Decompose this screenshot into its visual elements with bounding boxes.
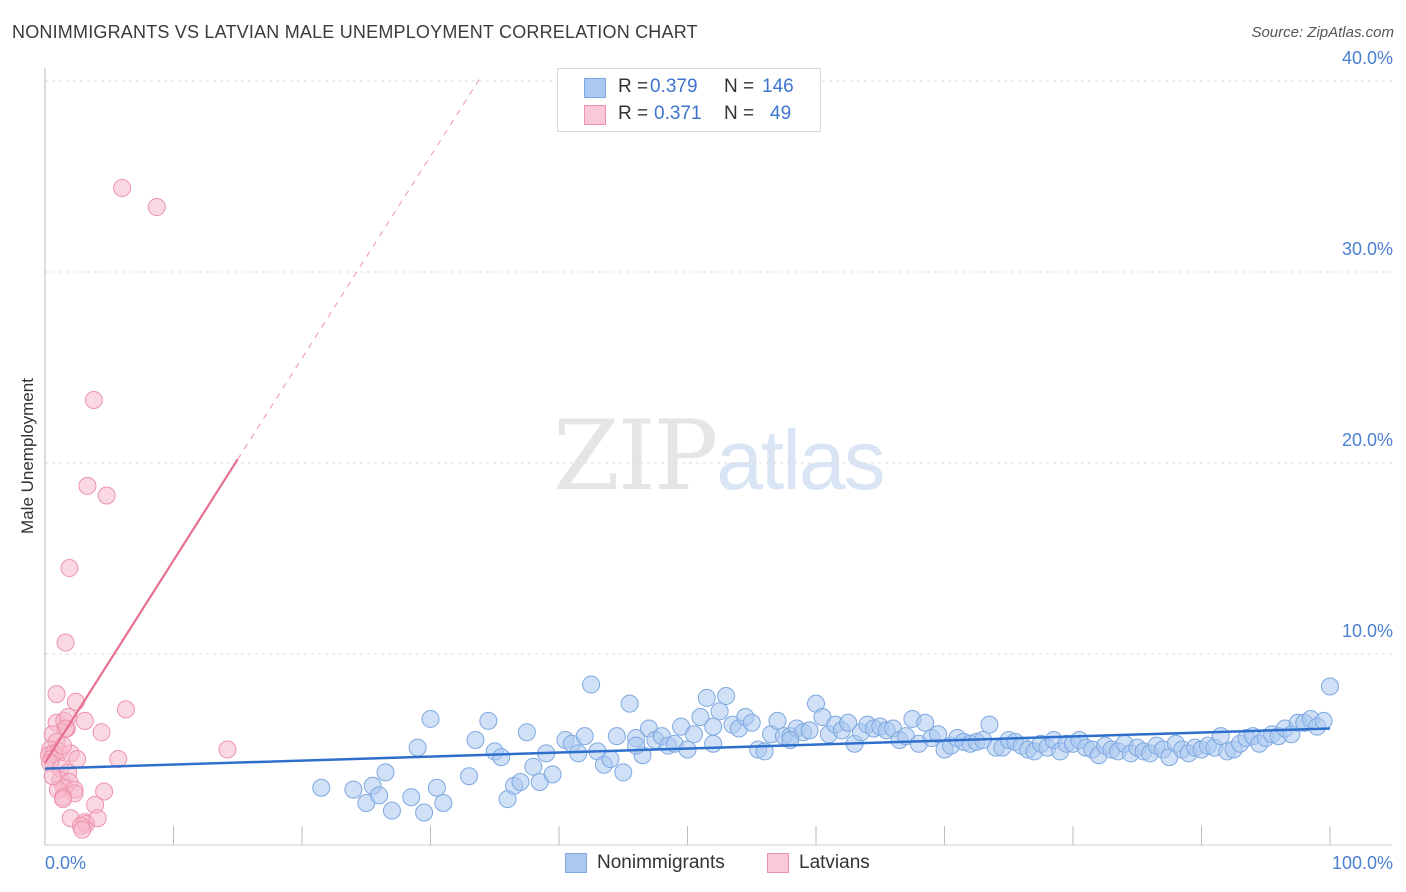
nonimmigrants-point: [421, 709, 440, 728]
nonimmigrants-point: [466, 730, 485, 749]
y-tick-label: 40.0%: [1342, 48, 1393, 68]
nonimmigrants-point: [839, 713, 858, 732]
nonimmigrants-point: [434, 793, 453, 812]
nonimmigrants-point: [704, 734, 723, 753]
latvians-point: [47, 685, 66, 704]
latvians-point: [92, 723, 111, 742]
latvians-point: [88, 809, 107, 828]
legend-n-value: 49: [770, 103, 792, 124]
nonimmigrants-point: [704, 717, 723, 736]
latvians-point: [147, 198, 166, 217]
latvians-point: [113, 178, 132, 197]
latvians-points: [39, 178, 237, 839]
latvians-trend-line: [44, 458, 239, 764]
latvians-point: [75, 711, 94, 730]
y-tick-label: 10.0%: [1342, 621, 1393, 641]
nonimmigrants-point: [492, 748, 511, 767]
legend-r-value: 0.371: [654, 103, 702, 124]
nonimmigrants-point: [800, 721, 819, 740]
legend-r-label: R =: [618, 76, 649, 97]
nonimmigrants-point: [408, 738, 427, 757]
nonimmigrants-point: [543, 765, 562, 784]
latvians-point: [218, 740, 237, 759]
nonimmigrants-point: [312, 778, 331, 797]
latvians-point: [53, 790, 72, 809]
nonimmigrants-point: [614, 763, 633, 782]
bottom-legend-latvians: Latvians: [767, 852, 870, 874]
nonimmigrants-point: [511, 772, 530, 791]
nonimmigrants-point: [479, 711, 498, 730]
grid-layer: [45, 80, 1392, 655]
bottom-legend-swatch-pink: [767, 853, 789, 873]
latvians-point: [84, 390, 103, 409]
nonimmigrants-point: [427, 778, 446, 797]
nonimmigrants-point: [601, 750, 620, 769]
legend-n-label: N =: [724, 76, 755, 97]
y-tick-label: 30.0%: [1342, 239, 1393, 259]
trend-lines: [44, 75, 1331, 770]
nonimmigrants-point: [524, 757, 543, 776]
nonimmigrants-point: [1314, 711, 1333, 730]
nonimmigrants-point: [415, 803, 434, 822]
legend-r-label: R =: [618, 103, 649, 124]
nonimmigrants-trend-line: [44, 727, 1331, 770]
legend-n-value: 146: [762, 76, 794, 97]
legend-n-label: N =: [724, 103, 755, 124]
nonimmigrants-point: [627, 736, 646, 755]
watermark-zip: ZIP: [553, 400, 718, 512]
correlation-legend: R = 0.379 N = 146 R = 0.371 N = 49: [557, 68, 821, 132]
tick-labels: 10.0% 20.0% 30.0% 40.0% 0.0% 100.0%: [45, 48, 1393, 873]
nonimmigrants-point: [582, 675, 601, 694]
y-tick-label: 20.0%: [1342, 430, 1393, 450]
latvians-trend-extension: [237, 75, 483, 460]
watermark-atlas: atlas: [716, 413, 885, 507]
nonimmigrants-point: [980, 715, 999, 734]
nonimmigrants-point: [929, 725, 948, 744]
watermark: ZIPatlas: [553, 400, 886, 512]
nonimmigrants-point: [344, 780, 363, 799]
nonimmigrants-point: [376, 763, 395, 782]
latvians-point: [73, 820, 92, 839]
nonimmigrants-point: [382, 801, 401, 820]
nonimmigrants-point: [742, 713, 761, 732]
bottom-legend-label-latvians: Latvians: [799, 852, 870, 873]
axis-layer: [44, 68, 1392, 846]
nonimmigrants-point: [916, 713, 935, 732]
nonimmigrants-point: [717, 687, 736, 706]
latvians-point: [43, 767, 62, 786]
source-label: Source: ZipAtlas.com: [1251, 24, 1394, 41]
legend-swatch-pink: [584, 105, 606, 125]
latvians-point: [78, 476, 97, 495]
nonimmigrants-point: [517, 723, 536, 742]
nonimmigrants-point: [575, 727, 594, 746]
bottom-legend-swatch-blue: [565, 853, 587, 873]
nonimmigrants-point: [460, 767, 479, 786]
nonimmigrants-point: [1211, 727, 1230, 746]
x-tick-label: 0.0%: [45, 853, 86, 873]
nonimmigrants-point: [710, 702, 729, 721]
chart-title: NONIMMIGRANTS VS LATVIAN MALE UNEMPLOYME…: [12, 22, 698, 42]
latvians-point: [60, 559, 79, 578]
latvians-point: [66, 692, 85, 711]
nonimmigrants-points: [312, 675, 1339, 822]
latvians-point: [116, 700, 135, 719]
nonimmigrants-point: [768, 711, 787, 730]
latvians-point: [95, 782, 114, 801]
latvians-point: [97, 486, 116, 505]
nonimmigrants-point: [684, 725, 703, 744]
nonimmigrants-point: [620, 694, 639, 713]
nonimmigrants-point: [1321, 677, 1339, 696]
nonimmigrants-point: [402, 788, 421, 807]
nonimmigrants-point: [697, 688, 716, 707]
nonimmigrants-point: [370, 786, 389, 805]
nonimmigrants-point: [607, 727, 626, 746]
legend-r-value: 0.379: [650, 76, 698, 97]
legend-swatch-blue: [584, 78, 606, 98]
bottom-legend-nonimmigrants: Nonimmigrants: [565, 852, 725, 874]
nonimmigrants-point: [691, 708, 710, 727]
latvians-point: [56, 633, 75, 652]
bottom-legend-label-nonimmigrants: Nonimmigrants: [597, 852, 725, 873]
x-tick-label: 100.0%: [1332, 853, 1393, 873]
